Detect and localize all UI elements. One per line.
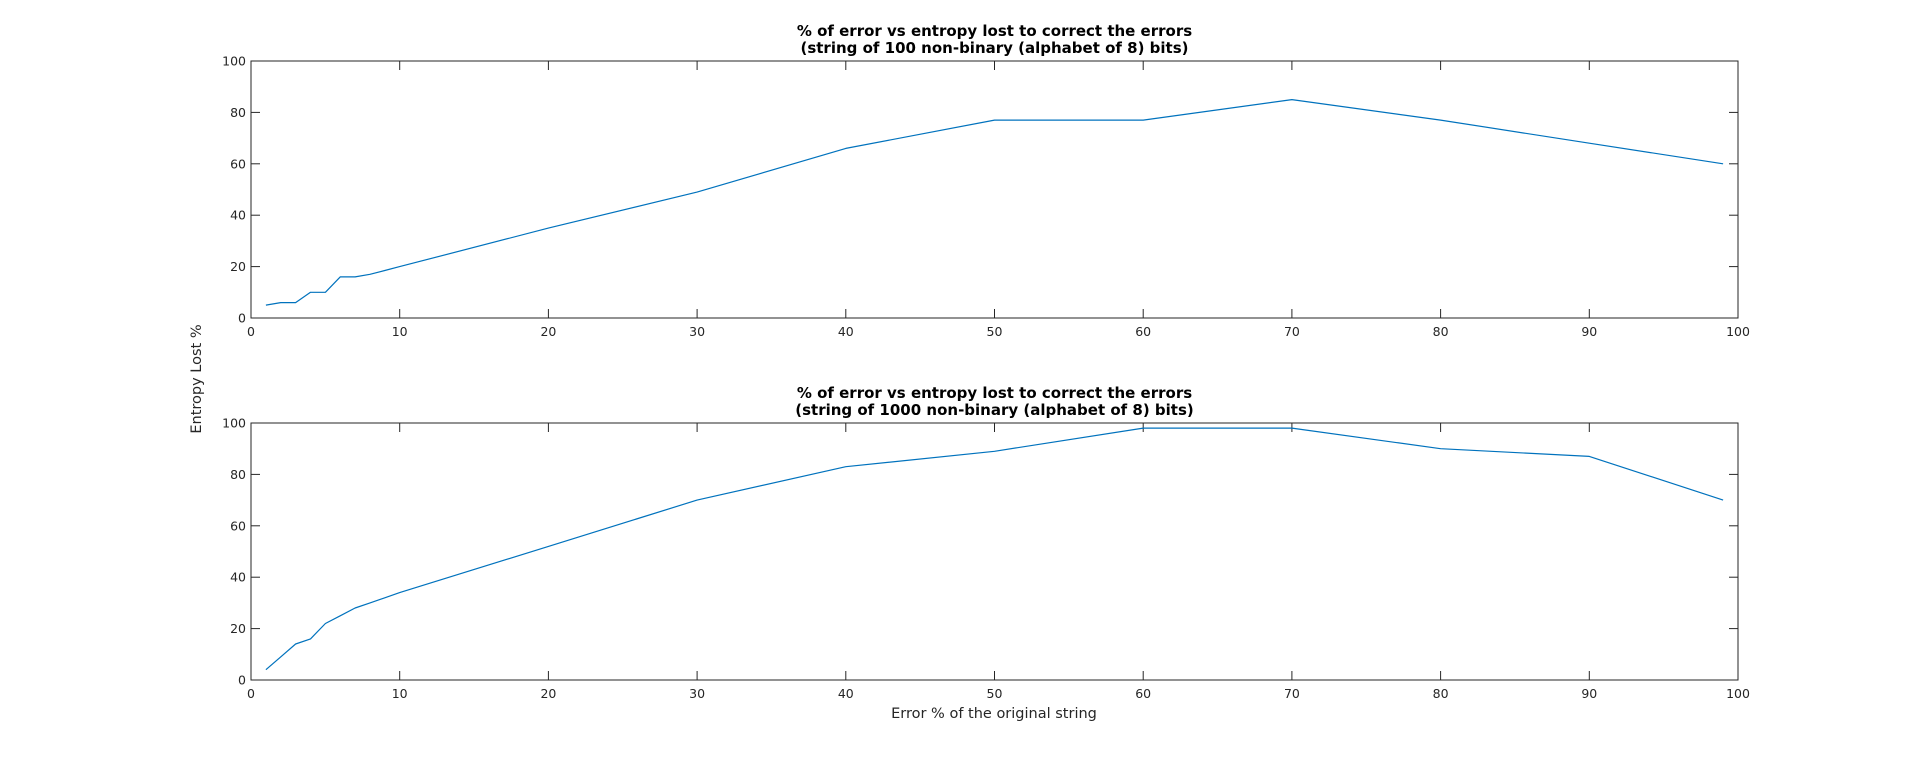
subplot-2: % of error vs entropy lost to correct th… — [222, 384, 1750, 701]
x-tick-label: 20 — [540, 324, 556, 339]
x-tick-label: 80 — [1433, 324, 1449, 339]
x-tick-label: 70 — [1284, 686, 1300, 701]
x-tick-label: 10 — [392, 686, 408, 701]
chart-title: % of error vs entropy lost to correct th… — [797, 384, 1192, 402]
x-tick-label: 50 — [987, 686, 1003, 701]
x-tick-label: 100 — [1726, 686, 1750, 701]
plots-container: % of error vs entropy lost to correct th… — [222, 22, 1750, 701]
y-tick-label: 100 — [222, 54, 246, 69]
y-tick-label: 60 — [230, 518, 246, 533]
x-tick-label: 80 — [1433, 686, 1449, 701]
y-tick-label: 20 — [230, 259, 246, 274]
x-tick-label: 30 — [689, 324, 705, 339]
series-line-1 — [265, 427, 1724, 671]
y-tick-label: 40 — [230, 570, 246, 585]
y-tick-label: 100 — [222, 416, 246, 431]
y-tick-label: 40 — [230, 208, 246, 223]
x-tick-label: 50 — [987, 324, 1003, 339]
chart-title: % of error vs entropy lost to correct th… — [797, 22, 1192, 40]
x-tick-label: 60 — [1135, 324, 1151, 339]
y-tick-label: 80 — [230, 467, 246, 482]
x-tick-label: 10 — [392, 324, 408, 339]
y-tick-label: 20 — [230, 621, 246, 636]
series-line-1 — [265, 98, 1724, 306]
x-tick-label: 40 — [838, 324, 854, 339]
chart-subtitle: (string of 100 non-binary (alphabet of 8… — [800, 39, 1188, 57]
x-tick-label: 90 — [1581, 324, 1597, 339]
x-tick-label: 0 — [247, 686, 255, 701]
subplot-1: % of error vs entropy lost to correct th… — [222, 22, 1750, 339]
y-tick-label: 0 — [238, 673, 246, 688]
x-tick-label: 30 — [689, 686, 705, 701]
x-tick-label: 40 — [838, 686, 854, 701]
y-tick-label: 60 — [230, 156, 246, 171]
y-tick-label: 80 — [230, 105, 246, 120]
x-tick-label: 100 — [1726, 324, 1750, 339]
x-tick-label: 0 — [247, 324, 255, 339]
y-axis-label: Entropy Lost % — [189, 324, 205, 433]
y-tick-label: 0 — [238, 311, 246, 326]
x-tick-label: 60 — [1135, 686, 1151, 701]
x-tick-label: 70 — [1284, 324, 1300, 339]
x-tick-label: 90 — [1581, 686, 1597, 701]
x-tick-label: 20 — [540, 686, 556, 701]
x-axis-label: Error % of the original string — [891, 706, 1097, 722]
chart-subtitle: (string of 1000 non-binary (alphabet of … — [795, 401, 1193, 419]
